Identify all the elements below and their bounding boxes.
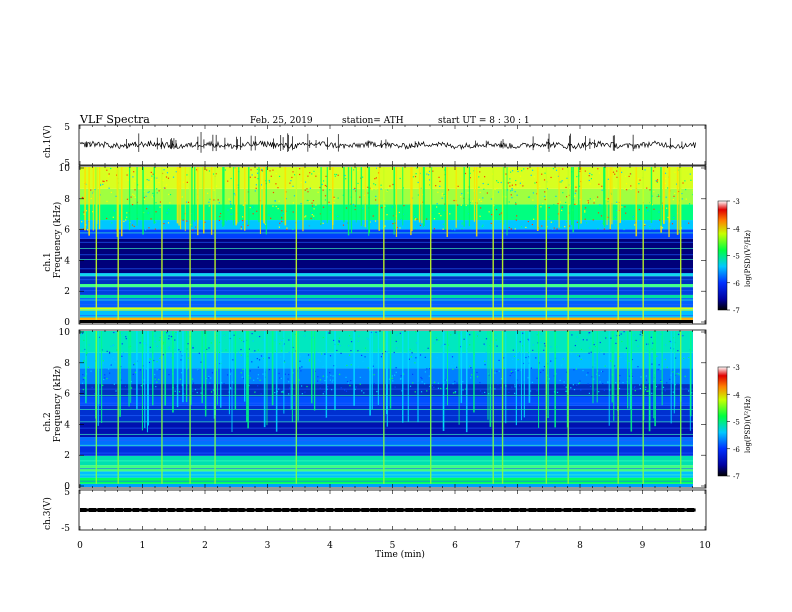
x-tick-label: 4 (327, 541, 333, 551)
y-tick-label: 2 (64, 287, 70, 297)
x-tick-label: 6 (452, 541, 458, 551)
y-tick-label: 8 (64, 195, 70, 205)
x-tick-label: 5 (390, 541, 396, 551)
x-tick-label: 3 (265, 541, 271, 551)
colorbar-tick-label: -4 (733, 225, 740, 233)
y-tick-label: 5 (64, 123, 70, 133)
ch2-spectrogram-ylabel-line2: Frequency (kHz) (52, 366, 63, 443)
ch2-spectrogram-ylabel-line1: ch.2 (43, 412, 53, 431)
ch1-waveform-ylabel: ch.1(V) (42, 125, 53, 158)
x-tick-label: 0 (77, 541, 83, 551)
station-label: station= ATH (342, 116, 404, 126)
y-tick-label: 4 (64, 420, 70, 430)
x-tick-label: 1 (140, 541, 146, 551)
x-tick-label: 9 (640, 541, 646, 551)
y-tick-label: -5 (61, 159, 70, 169)
y-tick-label: 0 (64, 482, 70, 492)
start-time-label: start UT = 8 : 30 : 1 (438, 116, 530, 126)
colorbar-tick-label: -6 (733, 280, 740, 288)
y-tick-label: 6 (64, 390, 70, 400)
ch1-waveform (79, 132, 696, 153)
colorbar-tick-label: -6 (733, 446, 740, 454)
colorbar-tick-label: -5 (733, 253, 740, 261)
ch2-colorbar-label: log(PSD)(V²/Hz) (744, 396, 752, 453)
colorbar-tick-label: -4 (733, 391, 740, 399)
x-axis-label: Time (min) (375, 549, 425, 560)
ch1-spectrogram (80, 167, 693, 323)
y-tick-label: 10 (59, 328, 71, 338)
y-tick-label: 8 (64, 359, 70, 369)
x-tick-label: 7 (515, 541, 521, 551)
y-tick-label: 2 (64, 451, 70, 461)
x-tick-label: 8 (577, 541, 583, 551)
colorbar-tick-label: -5 (733, 419, 740, 427)
colorbar-tick-label: -3 (733, 364, 740, 372)
y-tick-label: 0 (64, 318, 70, 328)
y-tick-label: 5 (64, 488, 70, 498)
ch1-spectrogram-ylabel-line1: ch.1 (43, 252, 53, 271)
ch1-colorbar: -3 -4 -5 -6 -7 log(PSD)(V²/Hz) (717, 198, 752, 315)
ch2-colorbar: -3 -4 -5 -6 -7 log(PSD)(V²/Hz) (717, 364, 752, 481)
x-tick-label: 10 (699, 541, 711, 551)
y-tick-label: 10 (59, 164, 71, 174)
x-tick-label: 2 (202, 541, 208, 551)
ch2-spectrogram (80, 331, 693, 487)
ch3-waveform-ylabel: ch.3(V) (42, 497, 53, 530)
figure-title: VLF Spectra (79, 113, 150, 126)
colorbar-tick-label: -7 (733, 307, 740, 315)
date-label: Feb. 25, 2019 (250, 116, 313, 126)
ch3-waveform (80, 508, 696, 512)
y-tick-label: 4 (64, 256, 70, 266)
ch1-spectrogram-ylabel-line2: Frequency (kHz) (52, 202, 63, 279)
y-tick-label: -5 (61, 524, 70, 534)
colorbar-tick-label: -7 (733, 473, 740, 481)
ch1-colorbar-label: log(PSD)(V²/Hz) (744, 230, 752, 287)
y-tick-label: 6 (64, 226, 70, 236)
colorbar-tick-label: -3 (733, 198, 740, 206)
